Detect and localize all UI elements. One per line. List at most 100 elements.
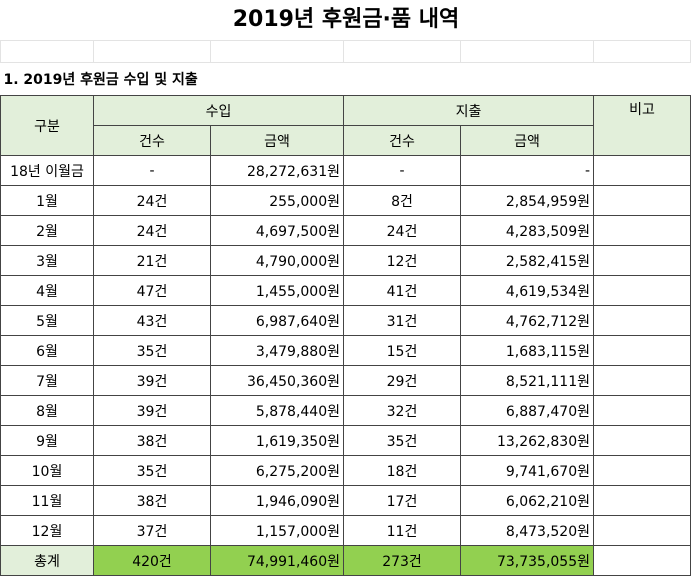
table-cell: 1,455,000원 — [210, 275, 344, 306]
table-cell: 10월 — [0, 455, 94, 486]
header-cell: 비고 — [593, 95, 691, 156]
table-cell: 35건 — [93, 335, 211, 366]
table-cell: 1,157,000원 — [210, 515, 344, 546]
table-cell: 8월 — [0, 395, 94, 426]
table-cell: 35건 — [343, 425, 461, 456]
table-cell: 73,735,055원 — [460, 545, 594, 576]
note-cell — [593, 245, 691, 276]
note-cell — [593, 215, 691, 246]
table-row: 6월 35건 3,479,880원 15건 1,683,115원 — [0, 335, 691, 366]
table-row: 2월 24건 4,697,500원 24건 4,283,509원 — [0, 215, 691, 246]
table-row: 11월 38건 1,946,090원 17건 6,062,210원 — [0, 485, 691, 516]
table-cell: 15건 — [343, 335, 461, 366]
note-cell — [593, 305, 691, 336]
table-cell: 38건 — [93, 485, 211, 516]
page-title: 2019년 후원금·품 내역 — [232, 7, 460, 32]
table-cell: 21건 — [93, 245, 211, 276]
table-row: 1월 24건 255,000원 8건 2,854,959원 — [0, 185, 691, 216]
table-cell: 1월 — [0, 185, 94, 216]
table-row: 9월 38건 1,619,350원 35건 13,262,830원 — [0, 425, 691, 456]
table-cell: 4,283,509원 — [460, 215, 594, 246]
table-cell: 17건 — [343, 485, 461, 516]
header-cell: 건수 — [93, 125, 211, 156]
table-row: 10월 35건 6,275,200원 18건 9,741,670원 — [0, 455, 691, 486]
header-cell: 건수 — [343, 125, 461, 156]
table-cell: 39건 — [93, 365, 211, 396]
table-cell: 420건 — [93, 545, 211, 576]
table-cell: 13,262,830원 — [460, 425, 594, 456]
table-cell: 1,619,350원 — [210, 425, 344, 456]
table-cell: 12월 — [0, 515, 94, 546]
table-cell: 74,991,460원 — [210, 545, 344, 576]
table-cell: 36,450,360원 — [210, 365, 344, 396]
table-row: 8월 39건 5,878,440원 32건 6,887,470원 — [0, 395, 691, 426]
table-cell: 총계 — [0, 545, 94, 576]
table-cell: 7월 — [0, 365, 94, 396]
header-cell: 구분 — [0, 95, 94, 156]
table-cell: 1,946,090원 — [210, 485, 344, 516]
header-cell: 금액 — [210, 125, 344, 156]
table-cell: - — [343, 155, 461, 186]
table-row: 7월 39건 36,450,360원 29건 8,521,111원 — [0, 365, 691, 396]
table: 1. 2019년 후원금 수입 및 지출 구분 수입 지출 비고 건수 금액 건… — [0, 40, 691, 576]
note-cell — [593, 155, 691, 186]
note-cell — [593, 335, 691, 366]
note-cell — [593, 425, 691, 456]
table-cell: 9월 — [0, 425, 94, 456]
section-heading: 1. 2019년 후원금 수입 및 지출 — [0, 62, 691, 96]
table-cell: 31건 — [343, 305, 461, 336]
header-cell: 금액 — [460, 125, 594, 156]
table-cell: 4,790,000원 — [210, 245, 344, 276]
header-cell: 수입 — [93, 95, 344, 126]
table-cell: 2,854,959원 — [460, 185, 594, 216]
table-cell: 24건 — [343, 215, 461, 246]
table-cell: 6월 — [0, 335, 94, 366]
table-cell: 11월 — [0, 485, 94, 516]
table-cell: 24건 — [93, 215, 211, 246]
table-cell: 47건 — [93, 275, 211, 306]
table-cell: 4,619,534원 — [460, 275, 594, 306]
table-cell: 29건 — [343, 365, 461, 396]
table-cell: 37건 — [93, 515, 211, 546]
table-cell: 8건 — [343, 185, 461, 216]
table-cell: 18년 이월금 — [0, 155, 94, 186]
note-cell — [593, 275, 691, 306]
table-cell: 35건 — [93, 455, 211, 486]
table-cell: - — [93, 155, 211, 186]
table-cell: 38건 — [93, 425, 211, 456]
table-row: 4월 47건 1,455,000원 41건 4,619,534원 — [0, 275, 691, 306]
table-row: 18년 이월금 -28,272,631원 - - — [0, 155, 691, 186]
table-cell: 41건 — [343, 275, 461, 306]
note-cell — [593, 395, 691, 426]
note-cell — [593, 185, 691, 216]
table-row: 3월 21건 4,790,000원 12건 2,582,415원 — [0, 245, 691, 276]
table-cell: 3월 — [0, 245, 94, 276]
note-cell — [593, 545, 691, 576]
table-cell: 8,521,111원 — [460, 365, 594, 396]
table-cell: 24건 — [93, 185, 211, 216]
table-cell: 11건 — [343, 515, 461, 546]
table-cell: 6,887,470원 — [460, 395, 594, 426]
table-cell: 4,697,500원 — [210, 215, 344, 246]
table-cell: 4,762,712원 — [460, 305, 594, 336]
table-cell: 273건 — [343, 545, 461, 576]
table-cell: 9,741,670원 — [460, 455, 594, 486]
table-cell: 18건 — [343, 455, 461, 486]
table-cell: 6,987,640원 — [210, 305, 344, 336]
note-cell — [593, 515, 691, 546]
table-cell: 32건 — [343, 395, 461, 426]
table-cell: 43건 — [93, 305, 211, 336]
note-cell — [593, 365, 691, 396]
table-cell: 1,683,115원 — [460, 335, 594, 366]
table-cell: 12건 — [343, 245, 461, 276]
table-row: 12월 37건 1,157,000원 11건 8,473,520원 — [0, 515, 691, 546]
table-cell: 8,473,520원 — [460, 515, 594, 546]
table-cell: 6,062,210원 — [460, 485, 594, 516]
table-cell: 5,878,440원 — [210, 395, 344, 426]
table-cell: 4월 — [0, 275, 94, 306]
header-cell: 지출 — [343, 95, 594, 126]
table-cell: 3,479,880원 — [210, 335, 344, 366]
table-row: 총계 420건 74,991,460원 273건 73,735,055원 — [0, 545, 691, 576]
table-cell: 255,000원 — [210, 185, 344, 216]
